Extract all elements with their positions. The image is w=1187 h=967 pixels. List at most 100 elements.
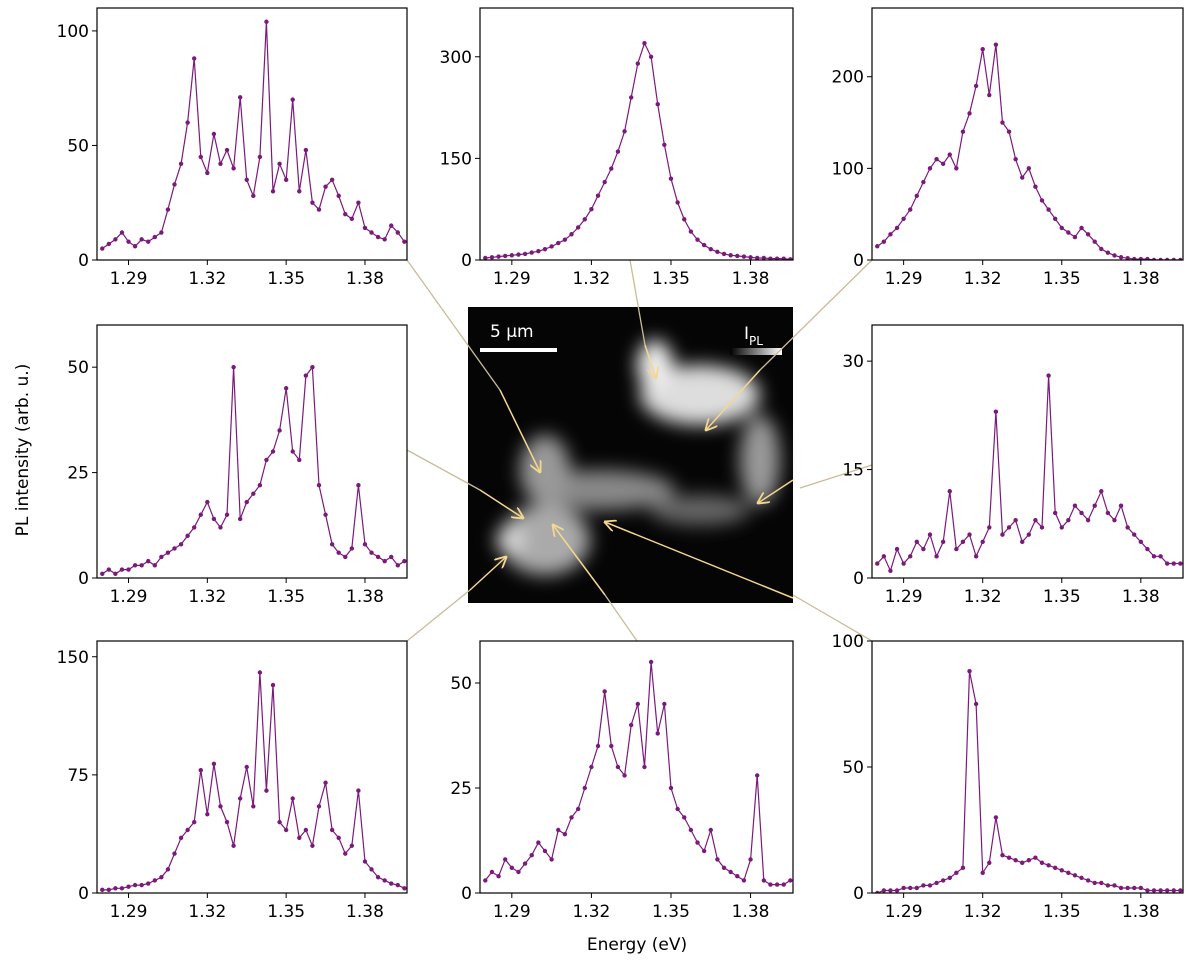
data-point [369,230,374,235]
y-tick-label: 100 [832,632,864,652]
data-point [761,878,767,883]
data-point [231,166,236,171]
data-point [973,701,979,707]
x-tick-label: 1.38 [1122,269,1160,289]
data-point [1085,878,1091,883]
data-point [402,239,407,244]
data-point [642,764,647,770]
plot-frame [871,640,1184,894]
data-point [947,152,952,157]
data-point [329,827,335,833]
data-point [940,161,946,166]
plot-frame [871,7,1184,261]
data-point [165,550,171,555]
data-point [901,216,906,221]
x-tick-label: 1.35 [267,902,305,922]
data-point [908,554,913,559]
spectrum-line [876,44,1181,260]
data-point [375,234,381,240]
data-point [1006,525,1012,530]
data-point [881,554,887,559]
data-point [205,499,210,505]
data-point [662,701,667,707]
data-point [100,246,105,251]
data-point [980,870,985,876]
data-point [542,246,548,252]
data-point [224,147,230,153]
data-point [1033,855,1038,860]
data-point [224,512,230,517]
plot-frame [96,640,408,894]
data-point [270,189,276,194]
data-point [960,865,966,870]
data-point [277,161,282,166]
y-tick-label: 200 [832,68,864,88]
data-point [139,882,144,888]
data-point [954,166,959,171]
data-point [303,373,309,378]
data-point [375,554,381,560]
data-point [185,120,190,125]
plot-area [483,659,793,887]
data-point [1072,873,1078,878]
data-point [1006,129,1012,134]
data-point [172,182,177,187]
data-point [881,239,887,244]
data-point [132,882,138,888]
data-point [940,539,946,545]
data-point [349,843,355,848]
data-point [622,773,627,778]
data-point [615,149,621,154]
data-point [715,249,720,255]
plot-area [100,19,407,251]
data-point [178,542,184,547]
data-point [921,179,926,185]
data-point [132,563,138,568]
plot-frame [479,640,794,894]
data-point [987,92,992,98]
data-point [1132,885,1137,891]
data-point [382,237,387,242]
x-tick-label: 1.29 [110,587,148,607]
data-point [369,550,374,555]
data-point [741,254,747,259]
data-point [781,256,786,260]
data-point [741,878,747,883]
data-point [967,669,972,674]
data-point [675,200,680,205]
data-point [251,193,256,199]
data-point [1105,883,1111,888]
x-tick-label: 1.29 [885,902,923,922]
data-point [960,129,966,134]
data-point [1099,880,1104,886]
x-tick-label: 1.35 [1043,902,1081,922]
data-point [251,491,256,496]
data-point [589,206,594,212]
data-point [1151,888,1157,893]
plot-area [875,373,1183,573]
data-point [967,111,972,116]
data-point [1092,239,1097,244]
data-point [1105,250,1111,255]
data-point [768,882,773,887]
spectrum-panel: 1.29 1.32 1.35 1.38 0 75 150 [57,640,408,922]
data-point [934,880,939,886]
data-point [113,237,118,242]
data-point [735,253,740,259]
data-point [1105,510,1111,516]
x-tick-label: 1.38 [1122,902,1160,922]
data-point [1039,860,1045,865]
data-point [682,815,687,820]
data-point [185,827,190,833]
data-point [954,546,959,552]
data-point [529,250,534,255]
data-point [270,449,276,454]
data-point [502,253,508,259]
data-point [211,516,217,522]
x-tick-label: 1.35 [267,587,305,607]
data-point [297,457,302,463]
data-point [1099,246,1104,252]
data-point [1125,885,1130,891]
data-point [349,216,355,221]
